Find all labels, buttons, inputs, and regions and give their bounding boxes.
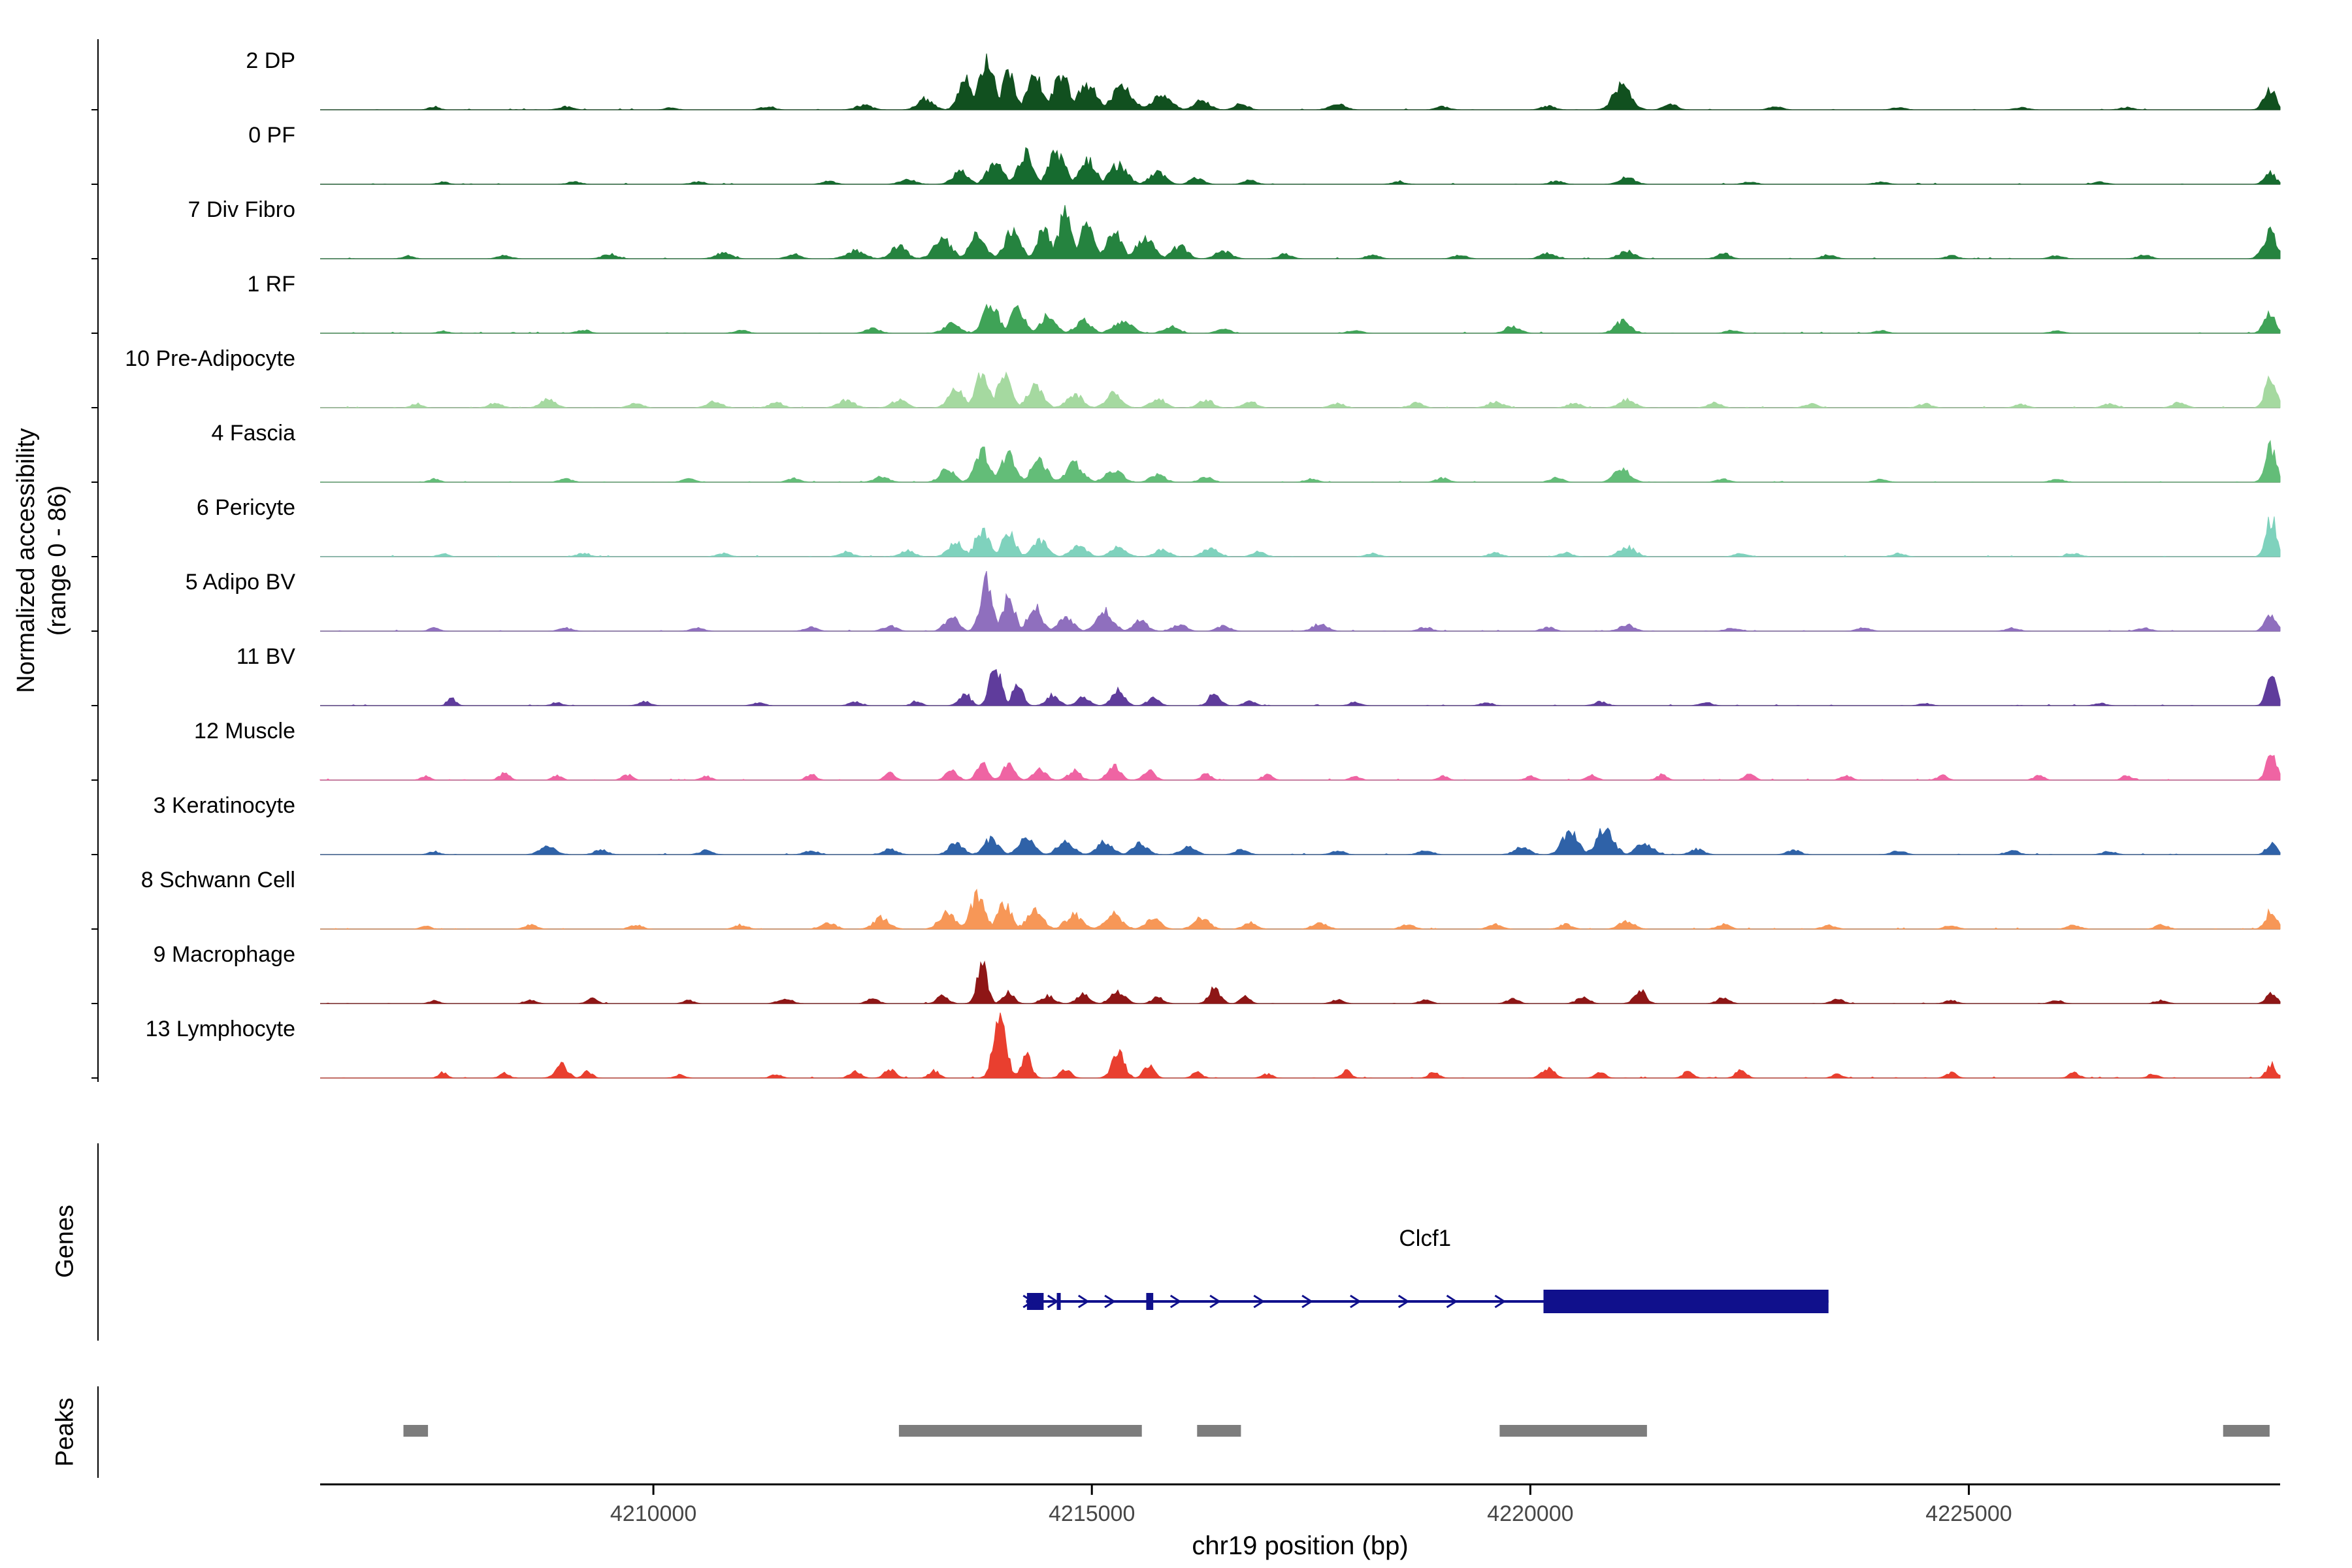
y-axis-title-line1: Normalized accessibility xyxy=(12,428,40,693)
track-label: 5 Adipo BV xyxy=(185,570,295,595)
gene-strand-arrow xyxy=(1047,1294,1059,1309)
track-signal xyxy=(320,960,2281,1004)
x-tick-label: 4220000 xyxy=(1487,1501,1574,1526)
track-signal xyxy=(319,440,2281,483)
peak-region xyxy=(898,1425,1142,1437)
gene-strand-arrow xyxy=(1169,1294,1182,1309)
track-label: 4 Fascia xyxy=(211,421,296,446)
track-signal xyxy=(320,147,2281,185)
track-label: 10 Pre-Adipocyte xyxy=(125,346,295,371)
track-signal xyxy=(320,570,2281,632)
gene-exon xyxy=(1543,1290,1829,1313)
track-label: 1 RF xyxy=(247,272,295,297)
gene-strand-arrow xyxy=(1022,1294,1034,1309)
x-tick-label: 4210000 xyxy=(610,1501,697,1526)
gene-strand-arrow xyxy=(1209,1294,1221,1309)
genes-section-label: Genes xyxy=(51,1205,79,1278)
track-signal xyxy=(320,53,2281,110)
track-label: 3 Keratinocyte xyxy=(153,793,295,818)
track-label: 11 BV xyxy=(236,644,295,669)
gene-strand-arrow xyxy=(1446,1294,1458,1309)
gene-strand-arrow xyxy=(1397,1294,1410,1309)
gene-strand-arrow xyxy=(1494,1294,1507,1309)
y-axis-title-line2: (range 0 - 86) xyxy=(44,485,71,636)
peak-region xyxy=(403,1425,429,1437)
peak-region xyxy=(2223,1425,2270,1437)
track-label: 7 Div Fibro xyxy=(188,197,295,222)
track-label: 2 DP xyxy=(246,48,295,73)
track-signal xyxy=(320,371,2281,408)
gene-strand-arrow xyxy=(1077,1294,1090,1309)
track-label: 12 Muscle xyxy=(194,719,295,743)
track-signal xyxy=(320,827,2281,855)
track-signal xyxy=(320,204,2281,259)
gene-exon xyxy=(1146,1293,1154,1310)
x-axis-title: chr19 position (bp) xyxy=(1192,1531,1409,1560)
gene-strand-arrow xyxy=(1301,1294,1313,1309)
track-label: 8 Schwann Cell xyxy=(140,868,295,892)
gene-exon xyxy=(1026,1293,1044,1310)
x-tick-label: 4215000 xyxy=(1049,1501,1135,1526)
peak-region xyxy=(1197,1425,1241,1437)
gene-strand-arrow xyxy=(1104,1294,1116,1309)
track-label: 13 Lymphocyte xyxy=(145,1017,295,1041)
peak-region xyxy=(1499,1425,1647,1437)
track-signal xyxy=(320,1012,2281,1079)
gene-label: Clcf1 xyxy=(1399,1226,1452,1251)
x-tick-label: 4225000 xyxy=(1925,1501,2012,1526)
peaks-section-label: Peaks xyxy=(51,1397,79,1467)
track-signal xyxy=(319,755,2281,781)
gene-strand-arrow xyxy=(1253,1294,1266,1309)
track-signal xyxy=(320,669,2281,706)
track-label: 0 PF xyxy=(248,123,295,148)
track-signal xyxy=(320,889,2281,930)
track-label: 6 Pericyte xyxy=(196,495,295,520)
track-signal xyxy=(320,303,2281,334)
track-label: 9 Macrophage xyxy=(153,942,295,967)
y-axis-title: Normalized accessibility (range 0 - 86) xyxy=(10,201,73,920)
track-signal xyxy=(320,516,2281,557)
gene-strand-arrow xyxy=(1350,1294,1362,1309)
